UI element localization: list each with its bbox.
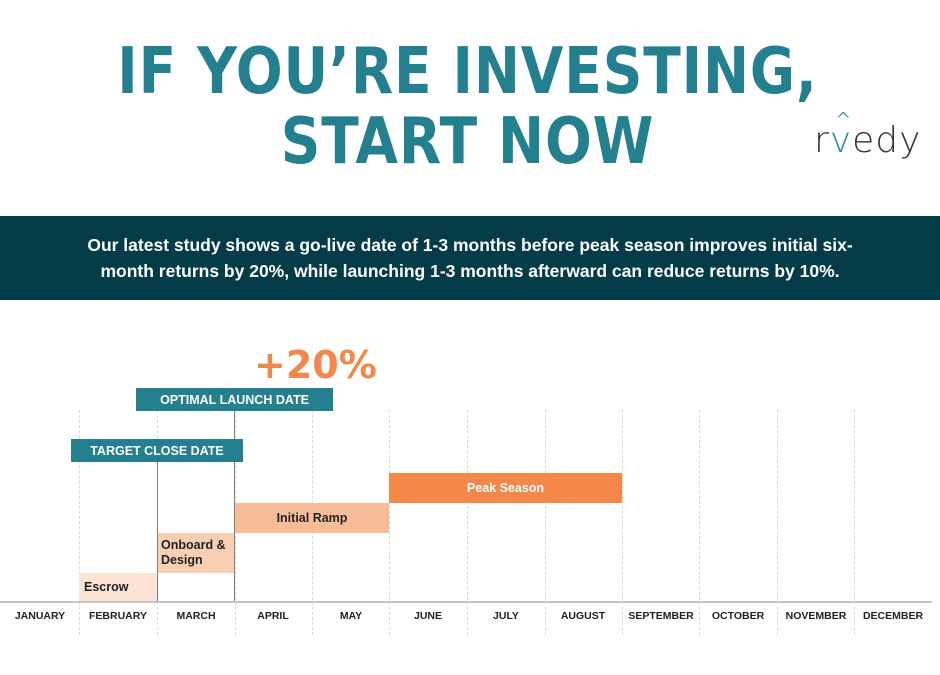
banner-line-1: Our latest study shows a go-live date of… [87,235,853,255]
gridline [777,410,778,635]
page-title-line-2: START NOW [280,105,655,179]
gridline [389,410,390,635]
month-label: APRIL [257,610,289,622]
gridline [467,410,468,635]
gridline [622,410,623,635]
month-label: OCTOBER [711,610,765,622]
gridline [699,410,700,635]
target-close-text: TARGET CLOSE DATE [90,443,224,458]
logo-text-pre: r [814,120,830,161]
optimal-launch-marker-line [234,410,235,602]
month-label: SEPTEMBER [628,610,694,622]
x-axis-line [0,601,932,603]
month-label: AUGUST [560,610,606,622]
logo-accent-letter: v [829,120,853,161]
gridline [854,410,855,635]
page-title-line-1: IF YOU’RE INVESTING, [117,35,818,109]
task-bar-escrow: Escrow [79,573,157,601]
month-label: FEBRUARY [89,610,147,622]
logo-hat-icon: ^ [834,108,853,132]
month-label: NOVEMBER [785,610,847,622]
task-bar-onboard-design: Onboard & Design [157,533,235,573]
study-banner: Our latest study shows a go-live date of… [0,216,940,300]
gain-annotation: +20% [254,343,377,387]
task-label: Peak Season [466,481,545,495]
task-label: Onboard & Design [161,538,226,567]
task-bar-peak-season: Peak Season [389,473,622,503]
gridline [79,410,80,635]
logo-accent: ^ v [829,108,853,161]
optimal-launch-date-label: OPTIMAL LAUNCH DATE [136,388,333,411]
task-label: Initial Ramp [276,511,348,525]
task-label: Escrow [84,580,129,594]
month-label: MARCH [176,610,216,622]
target-close-marker-line [157,462,158,602]
month-label: DECEMBER [862,610,924,622]
task-bar-initial-ramp: Initial Ramp [235,503,389,533]
month-label: MAY [339,610,363,622]
revedy-logo: r ^ vedy [814,108,922,161]
target-close-date-label: TARGET CLOSE DATE [71,439,243,462]
month-label: JANUARY [14,610,66,622]
month-label: JULY [493,610,519,622]
optimal-launch-text: OPTIMAL LAUNCH DATE [160,392,309,407]
month-label: JUNE [413,610,442,622]
gridline [545,410,546,635]
banner-line-2: month returns by 20%, while launching 1-… [100,261,840,281]
logo-text-post: edy [852,120,922,161]
